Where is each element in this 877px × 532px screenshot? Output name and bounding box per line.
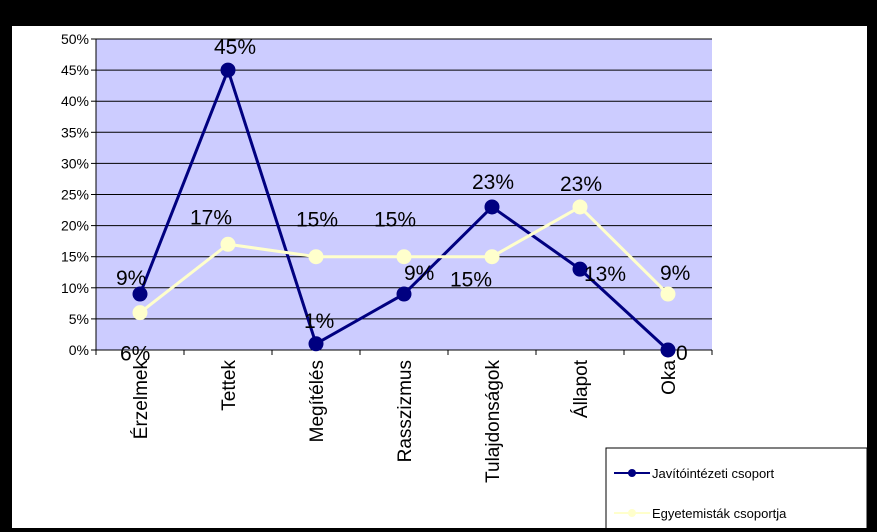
x-tick-label: Érzelmek [131,360,152,440]
y-tick-label: 50% [61,31,89,47]
data-point-s2 [572,199,588,215]
legend-marker [628,469,636,477]
y-tick-label: 0% [69,342,89,358]
data-point-s1 [308,336,324,352]
data-point-s2 [396,249,412,265]
data-point-s2 [660,286,676,302]
data-point-s1 [220,62,236,78]
y-tick-label: 40% [61,93,89,109]
data-label-s1: 1% [304,310,334,333]
data-label-s1: 0 [676,342,688,365]
data-point-s1 [484,199,500,215]
x-tick-label: Állapot [571,359,592,418]
y-tick-label: 20% [61,218,89,234]
data-label-s1: 9% [404,262,434,285]
data-point-s2 [220,236,236,252]
legend-box [605,447,867,528]
data-label-s2: 6% [120,343,150,366]
data-point-s1 [396,286,412,302]
data-point-s1 [572,261,588,277]
x-tick-label: Megítélés [307,360,328,442]
legend-label: Javítóintézeti csoport [652,466,775,481]
chart-area: 0% 5% 10% 15% 20% 25% 30% 35% 40% 45% 50% Érzelmek T… [12,26,867,528]
y-tick-label: 10% [61,280,89,296]
x-tick-label: Oka [659,360,680,395]
y-tick-label: 5% [69,311,89,327]
data-point-s2 [308,249,324,265]
x-tick-label: Tulajdonságok [483,360,504,483]
data-label-s1: 23% [472,171,514,194]
legend-label: Egyetemisták csoportja [652,506,787,521]
data-label-s1: 45% [214,36,256,59]
data-point-s1 [660,342,676,358]
data-label-s2: 9% [660,262,690,285]
data-point-s1 [132,286,148,302]
data-label-s2: 15% [374,209,416,232]
x-tick-label: Rasszizmus [395,360,416,462]
data-label-s2: 15% [450,269,492,292]
data-label-s1: 9% [116,267,146,290]
x-tick-label: Tettek [219,360,240,411]
data-label-s2: 15% [296,209,338,232]
y-tick-label: 25% [61,187,89,203]
data-label-s2: 17% [190,206,232,229]
data-label-s2: 23% [560,173,602,196]
y-tick-label: 45% [61,62,89,78]
data-point-s2 [484,249,500,265]
data-point-s2 [132,305,148,321]
y-tick-label: 15% [61,249,89,265]
legend-marker [628,509,636,517]
line-chart: 0% 5% 10% 15% 20% 25% 30% 35% 40% 45% 50% Érzelmek T… [61,31,867,528]
y-tick-label: 35% [61,124,89,140]
y-tick-label: 30% [61,155,89,171]
data-label-s1: 13% [584,263,626,286]
